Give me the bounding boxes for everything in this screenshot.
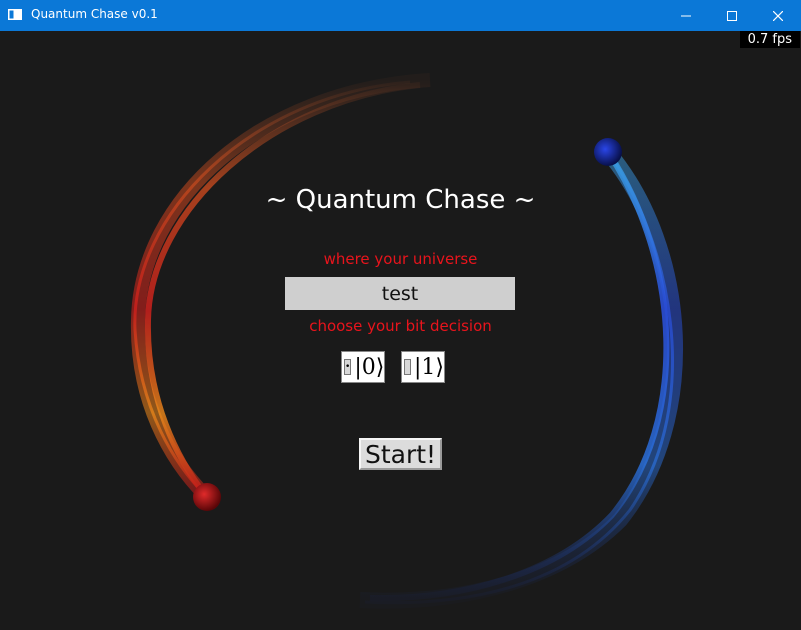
game-title: ~ Quantum Chase ~ (265, 185, 536, 215)
bit-decision-label: choose your bit decision (309, 317, 492, 335)
blue-trail (359, 146, 684, 609)
minimize-button[interactable] (663, 0, 709, 31)
universe-label: where your universe (323, 250, 478, 268)
red-planet (193, 483, 221, 511)
close-icon (773, 10, 783, 21)
orbit-scene (130, 73, 684, 609)
maximize-icon (727, 10, 737, 21)
fps-counter: 0.7 fps (739, 31, 800, 48)
maximize-button[interactable] (709, 0, 755, 31)
window-title: Quantum Chase v0.1 (31, 7, 158, 21)
start-button[interactable]: Start! (359, 438, 442, 470)
radio-selected-icon[interactable]: • (344, 359, 352, 375)
radio-unselected-icon[interactable] (404, 359, 411, 375)
universe-input[interactable] (285, 277, 515, 310)
bit-option-0[interactable]: • |0⟩ (341, 351, 385, 383)
close-button[interactable] (755, 0, 801, 31)
bit-option-0-label: |0⟩ (354, 354, 385, 380)
minimize-icon (681, 15, 691, 16)
app-icon (8, 9, 22, 20)
title-bar[interactable]: Quantum Chase v0.1 (0, 0, 801, 31)
blue-planet (594, 138, 622, 166)
red-trail (130, 73, 431, 501)
bit-option-1-label: |1⟩ (414, 354, 444, 380)
bit-option-1[interactable]: |1⟩ (401, 351, 445, 383)
